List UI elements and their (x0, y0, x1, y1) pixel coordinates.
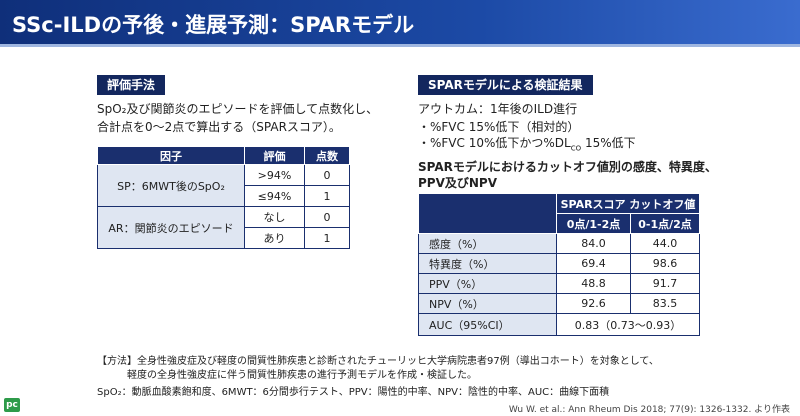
cell: 91.7 (630, 273, 700, 294)
cell: SP：6MWT後のSpO₂ (97, 164, 245, 207)
section-label: SPARモデルによる検証結果 (418, 75, 593, 95)
reference: Wu W. et al.: Ann Rheum Dis 2018; 77(9):… (508, 405, 790, 415)
cell: 0 (304, 206, 350, 228)
cell: 83.5 (630, 293, 700, 314)
cell: 44.0 (630, 233, 700, 254)
cell: 1 (304, 227, 350, 249)
text: ・%FVC 10%低下かつ%DL (418, 136, 571, 150)
text: PPV及びNPV (418, 176, 498, 190)
cell: ≤94% (244, 185, 305, 207)
cell: 98.6 (630, 253, 700, 274)
score-table: 因子 評価 点数 SP：6MWT後のSpO₂ >94% 0 ≤94% 1 AR：関節炎のエ… (97, 146, 350, 249)
cell: NPV（%） (418, 293, 557, 314)
cell: AR：関節炎のエピソード (97, 206, 245, 249)
text: ・%FVC 10%低下かつ%DLCO 15%低下 (418, 134, 636, 152)
th: 評価 (244, 146, 305, 165)
cell: AUC（95%CI） (418, 313, 557, 336)
text: SPARモデルにおけるカットオフ値別の感度、特異度、 (418, 160, 717, 174)
text: SpO₂：動脈血酸素飽和度、6MWT：6分間歩行テスト、PPV：陽性的中率、NP… (97, 387, 610, 398)
title: SSc-ILDの予後・進展予測：SPARモデル (12, 13, 415, 37)
th: SPARスコア カットオフ値 (556, 193, 700, 214)
cell: 感度（%） (418, 233, 557, 254)
cell: 84.0 (556, 233, 631, 254)
text: 合計点を0〜2点で算出する（SPARスコア）。 (97, 120, 341, 134)
th: 0点/1-2点 (556, 213, 631, 234)
text: SpO₂及び関節炎のエピソードを評価して点数化し、 (97, 102, 379, 116)
text: 【方法】全身性強皮症及び軽度の間質性肺疾患と診断されたチューリッヒ大学病院患者9… (97, 356, 659, 367)
header-bar: SSc-ILDの予後・進展予測：SPARモデル (0, 0, 800, 47)
cell: 92.6 (556, 293, 631, 314)
th: 点数 (304, 146, 350, 165)
text: 15%低下 (581, 136, 636, 150)
th (418, 193, 557, 234)
cell: 0.83（0.73〜0.93） (556, 313, 700, 336)
logo: pc (4, 398, 20, 412)
section-label: 評価手法 (97, 75, 166, 95)
cell: 48.8 (556, 273, 631, 294)
th: 因子 (97, 146, 245, 165)
cell: なし (244, 206, 305, 228)
subscript: CO (570, 144, 582, 153)
cell: 特異度（%） (418, 253, 557, 274)
cell: 69.4 (556, 253, 631, 274)
cell: PPV（%） (418, 273, 557, 294)
text: 軽度の全身性強皮症に伴う間質性肺疾患の進行予測モデルを作成・検証した。 (127, 370, 477, 381)
text: アウトカム：1年後のILD進行 (418, 102, 578, 116)
th: 0-1点/2点 (630, 213, 700, 234)
cell: あり (244, 227, 305, 249)
text: ・%FVC 15%低下（相対的） (418, 120, 580, 134)
cell: >94% (244, 164, 305, 186)
result-table: SPARスコア カットオフ値 0点/1-2点 0-1点/2点 感度（%） 84.0 4… (418, 193, 700, 336)
cell: 0 (304, 164, 350, 186)
cell: 1 (304, 185, 350, 207)
